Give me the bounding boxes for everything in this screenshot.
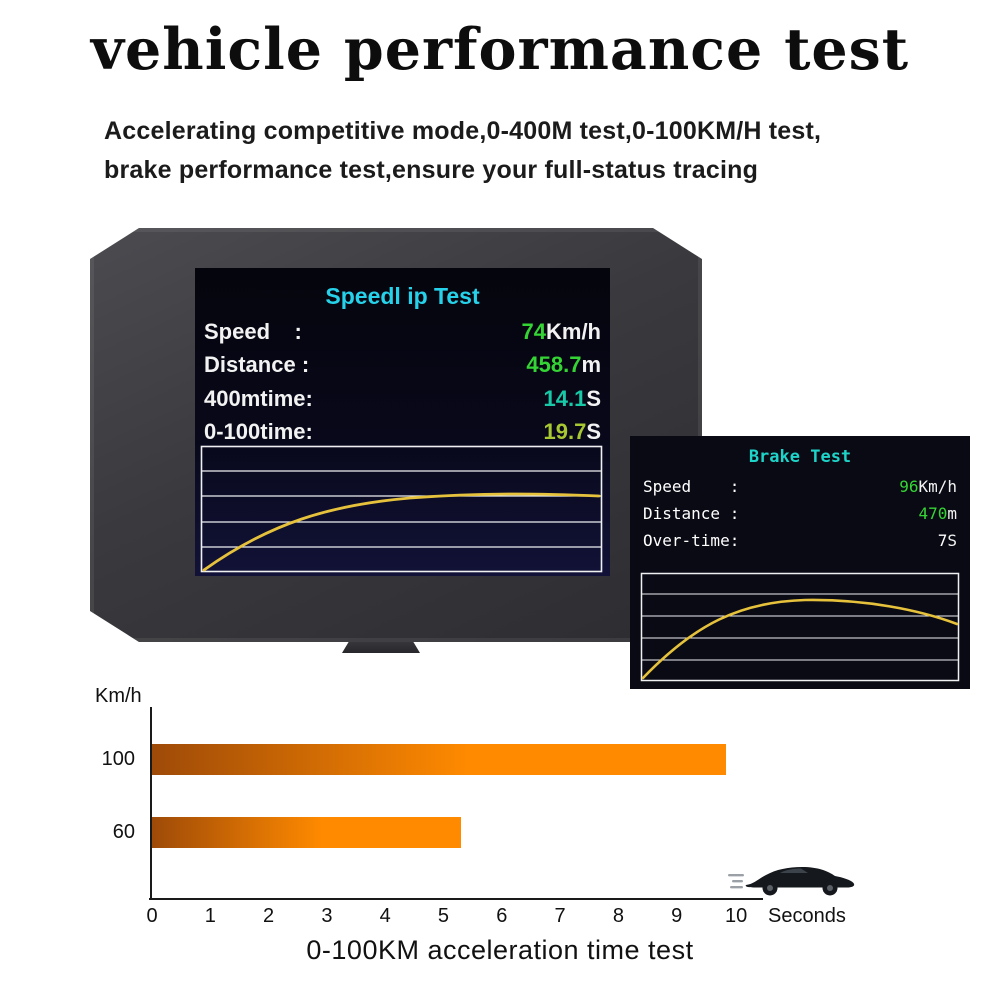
brake-distance-row: Distance : 470m	[643, 500, 957, 527]
tick-label: 5	[437, 905, 450, 927]
row-value: 7S	[938, 531, 957, 550]
row-value: 470m	[918, 504, 957, 523]
row-value-number: 74	[521, 318, 546, 344]
row-value-number: 14.1	[543, 385, 587, 411]
y-axis	[150, 707, 152, 900]
bar-100kmh	[152, 744, 726, 775]
bar-60kmh	[152, 817, 461, 848]
row-label: Distance :	[204, 352, 310, 378]
hud-device: Speedl ip Test Speed : 74Km/h Distance :…	[90, 228, 702, 642]
row-label: 0-100time:	[204, 419, 313, 445]
row-value-unit: Km/h	[546, 318, 601, 344]
category-label-100: 100	[101, 748, 135, 770]
tick-label: 4	[379, 905, 391, 927]
speed-test-title: Speedl ip Test	[325, 283, 480, 309]
subtitle-line-2: brake performance test,ensure your full-…	[104, 156, 759, 184]
x-axis-ticks: 0 1 2 3 4 5 6 7 8 9 10	[142, 905, 748, 928]
tick-label: 3	[321, 905, 333, 927]
brake-test-title: Brake Test	[748, 447, 852, 467]
brake-curve-chart	[640, 572, 960, 682]
page-title: vehicle performance test	[90, 16, 910, 83]
row-label: Distance :	[643, 504, 740, 523]
row-value-number: 7	[937, 531, 948, 550]
tick-label: 2	[263, 905, 275, 927]
x-axis-unit-label: Seconds	[768, 905, 846, 927]
row-value: 458.7m	[526, 352, 601, 378]
row-label: 400mtime:	[204, 385, 313, 411]
device-mount-tab	[342, 640, 420, 653]
row-value-unit: Km/h	[918, 477, 957, 496]
speed-row: Speed : 74Km/h	[204, 315, 601, 349]
speed-curve-chart	[200, 445, 603, 573]
brake-test-rows: Speed : 96Km/h Distance : 470m Over-time…	[643, 473, 957, 554]
x-axis	[149, 898, 763, 900]
row-value-unit: S	[586, 385, 601, 411]
row-value-unit: S	[947, 531, 957, 550]
tick-label: 10	[724, 905, 748, 927]
speed-curve	[202, 492, 601, 572]
time-400m-row: 400mtime: 14.1S	[204, 382, 601, 416]
row-value-number: 458.7	[526, 352, 582, 378]
row-label: Speed :	[204, 318, 302, 344]
row-label: Speed :	[643, 477, 740, 496]
row-value-number: 19.7	[543, 419, 587, 445]
chart-caption: 0-100KM acceleration time test	[306, 935, 694, 965]
row-value: 14.1S	[543, 386, 601, 412]
row-value: 96Km/h	[899, 477, 957, 496]
car-icon	[728, 867, 855, 896]
hud-screen: Speedl ip Test Speed : 74Km/h Distance :…	[195, 268, 610, 576]
subtitle: Accelerating competitive mode,0-400M tes…	[104, 112, 821, 190]
row-value-number: 96	[899, 477, 919, 496]
row-value-unit: S	[586, 419, 601, 445]
row-value-unit: m	[947, 504, 957, 523]
row-value-number: 470	[918, 504, 948, 523]
brake-test-panel: Brake Test Speed : 96Km/h Distance : 470…	[630, 436, 970, 689]
category-label-60: 60	[112, 821, 135, 843]
tick-label: 0	[146, 905, 158, 927]
brake-overtime-row: Over-time: 7S	[643, 527, 957, 554]
acceleration-chart: Km/h 100 60 0 1 2 3 4 5 6 7 8 9 10 Secon…	[0, 680, 1000, 1000]
tick-label: 6	[496, 905, 508, 927]
brake-curve	[641, 598, 959, 680]
distance-row: Distance : 458.7m	[204, 349, 601, 383]
y-axis-label: Km/h	[95, 685, 142, 707]
speed-test-rows: Speed : 74Km/h Distance : 458.7m 400mtim…	[204, 315, 601, 449]
subtitle-line-1: Accelerating competitive mode,0-400M tes…	[104, 117, 822, 145]
tick-label: 8	[612, 905, 624, 927]
tick-label: 7	[554, 905, 566, 927]
tick-label: 1	[204, 905, 216, 927]
tick-label: 9	[671, 905, 683, 927]
brake-speed-row: Speed : 96Km/h	[643, 473, 957, 500]
row-label: Over-time:	[643, 531, 740, 550]
time-0-100-row: 0-100time: 19.7S	[204, 416, 601, 450]
row-value-unit: m	[581, 352, 601, 378]
row-value: 74Km/h	[522, 319, 601, 345]
row-value: 19.7S	[543, 419, 601, 445]
